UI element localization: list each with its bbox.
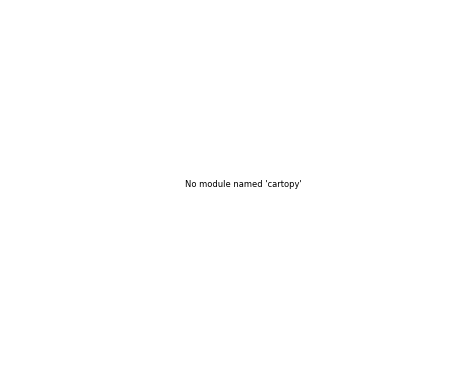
Text: No module named 'cartopy': No module named 'cartopy'	[184, 180, 301, 189]
